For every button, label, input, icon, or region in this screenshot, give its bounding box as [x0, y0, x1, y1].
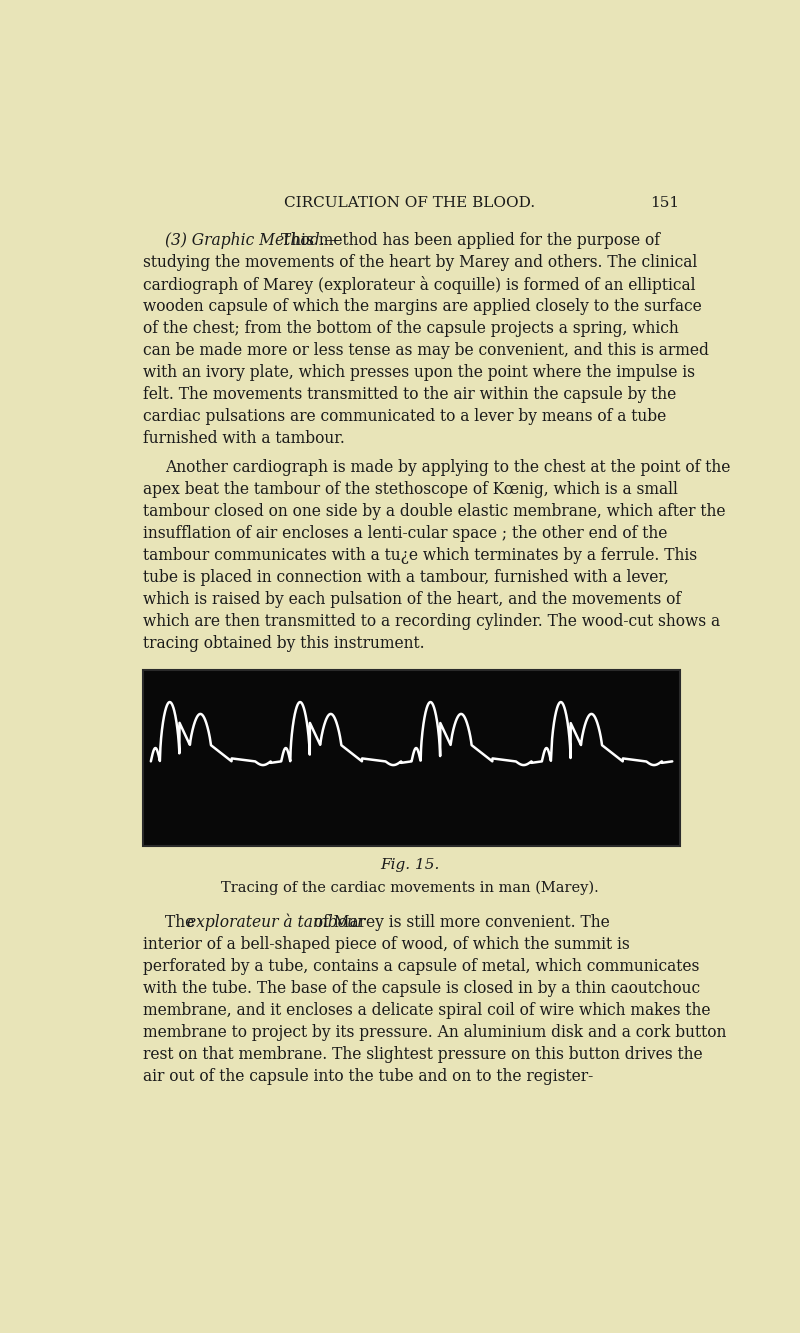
Text: (3) Graphic Method.—: (3) Graphic Method.—: [165, 232, 340, 249]
Text: Another cardiograph is made by applying to the chest at the point of the: Another cardiograph is made by applying …: [165, 459, 730, 476]
Text: cardiograph of Marey (explorateur à coquille) is formed of an elliptical: cardiograph of Marey (explorateur à coqu…: [143, 276, 696, 295]
Text: tube is placed in connection with a tambour, furnished with a lever,: tube is placed in connection with a tamb…: [143, 569, 670, 587]
Text: studying the movements of the heart by Marey and others. The clinical: studying the movements of the heart by M…: [143, 253, 698, 271]
Text: membrane to project by its pressure. An aluminium disk and a cork button: membrane to project by its pressure. An …: [143, 1024, 726, 1041]
Text: explorateur à tambour: explorateur à tambour: [186, 914, 364, 932]
Text: furnished with a tambour.: furnished with a tambour.: [143, 431, 346, 448]
Text: interior of a bell-shaped piece of wood, of which the summit is: interior of a bell-shaped piece of wood,…: [143, 936, 630, 953]
Text: cardiac pulsations are communicated to a lever by means of a tube: cardiac pulsations are communicated to a…: [143, 408, 666, 425]
Text: tambour closed on one side by a double elastic membrane, which after the: tambour closed on one side by a double e…: [143, 503, 726, 520]
Text: apex beat the tambour of the stethoscope of Kœnig, which is a small: apex beat the tambour of the stethoscope…: [143, 481, 678, 497]
Text: which is raised by each pulsation of the heart, and the movements of: which is raised by each pulsation of the…: [143, 591, 682, 608]
Text: can be made more or less tense as may be convenient, and this is armed: can be made more or less tense as may be…: [143, 343, 710, 359]
Text: insufflation of air encloses a lenti-cular space ; the other end of the: insufflation of air encloses a lenti-cul…: [143, 525, 668, 541]
Text: of the chest; from the bottom of the capsule projects a spring, which: of the chest; from the bottom of the cap…: [143, 320, 679, 337]
Text: with the tube. The base of the capsule is closed in by a thin caoutchouc: with the tube. The base of the capsule i…: [143, 980, 701, 997]
Text: CIRCULATION OF THE BLOOD.: CIRCULATION OF THE BLOOD.: [285, 196, 535, 209]
FancyBboxPatch shape: [143, 669, 680, 846]
Text: air out of the capsule into the tube and on to the register-: air out of the capsule into the tube and…: [143, 1068, 594, 1085]
Text: tracing obtained by this instrument.: tracing obtained by this instrument.: [143, 636, 425, 652]
Text: 151: 151: [650, 196, 680, 209]
Text: rest on that membrane. The slightest pressure on this button drives the: rest on that membrane. The slightest pre…: [143, 1046, 703, 1064]
Text: Tracing of the cardiac movements in man (Marey).: Tracing of the cardiac movements in man …: [221, 881, 599, 896]
Text: wooden capsule of which the margins are applied closely to the surface: wooden capsule of which the margins are …: [143, 299, 702, 315]
Text: which are then transmitted to a recording cylinder. The wood-cut shows a: which are then transmitted to a recordin…: [143, 613, 721, 631]
Text: Fig. 15.: Fig. 15.: [380, 858, 440, 872]
Text: with an ivory plate, which presses upon the point where the impulse is: with an ivory plate, which presses upon …: [143, 364, 695, 381]
Text: membrane, and it encloses a delicate spiral coil of wire which makes the: membrane, and it encloses a delicate spi…: [143, 1002, 711, 1020]
Text: perforated by a tube, contains a capsule of metal, which communicates: perforated by a tube, contains a capsule…: [143, 958, 700, 974]
Text: This method has been applied for the purpose of: This method has been applied for the pur…: [282, 232, 661, 249]
Text: tambour communicates with a tu¿e which terminates by a ferrule. This: tambour communicates with a tu¿e which t…: [143, 547, 698, 564]
Text: felt. The movements transmitted to the air within the capsule by the: felt. The movements transmitted to the a…: [143, 387, 677, 404]
Text: The: The: [165, 914, 199, 930]
Text: of Marey is still more convenient. The: of Marey is still more convenient. The: [309, 914, 610, 930]
